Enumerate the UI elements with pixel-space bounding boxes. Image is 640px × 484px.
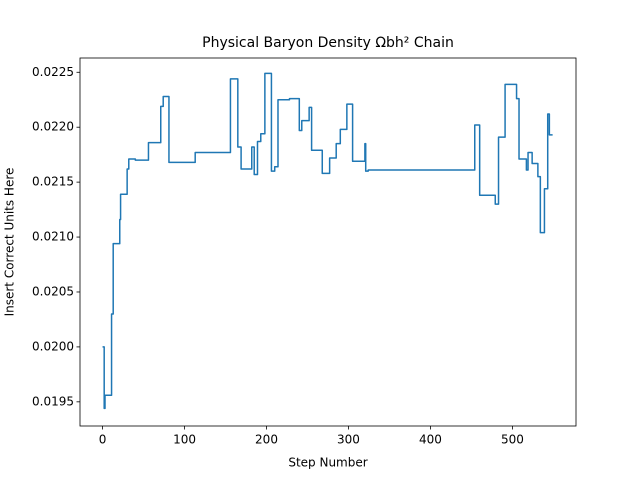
chart-title: Physical Baryon Density Ωbh² Chain <box>202 35 454 51</box>
plot-frame <box>79 57 577 427</box>
x-axis-label: Step Number <box>288 456 367 470</box>
y-tick-label: 0.0195 <box>32 394 74 408</box>
x-tick-label: 100 <box>173 433 196 447</box>
y-tick-label: 0.0220 <box>32 120 74 134</box>
y-tick-label: 0.0205 <box>32 284 74 298</box>
y-tick-label: 0.0210 <box>32 230 74 244</box>
x-tick-label: 300 <box>337 433 360 447</box>
x-tick-label: 200 <box>255 433 278 447</box>
y-tick-label: 0.0200 <box>32 339 74 353</box>
y-axis-label: Insert Correct Units Here <box>3 168 17 317</box>
x-tick-label: 400 <box>419 433 442 447</box>
data-line <box>102 72 553 410</box>
x-tick-label: 0 <box>99 433 107 447</box>
x-tick-label: 500 <box>501 433 524 447</box>
y-tick-label: 0.0225 <box>32 65 74 79</box>
y-tick-label: 0.0215 <box>32 175 74 189</box>
